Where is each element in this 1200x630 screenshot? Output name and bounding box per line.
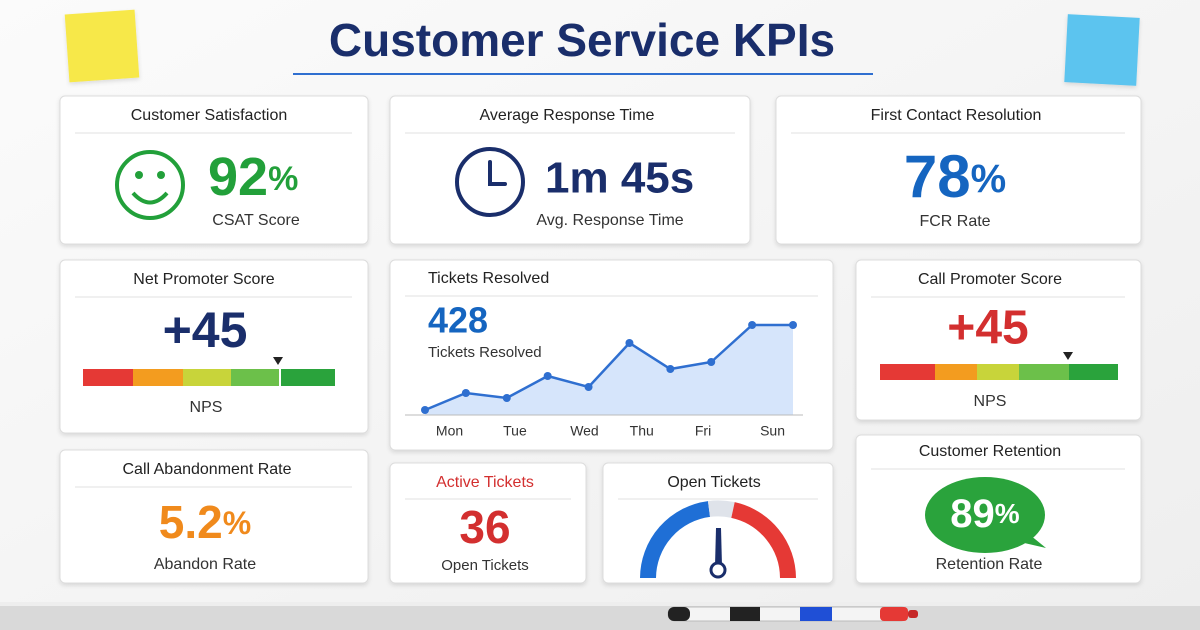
caption: CSAT Score — [212, 212, 300, 229]
kpi-value: 428 — [428, 300, 488, 341]
line — [424, 323, 793, 412]
card-title: Call Abandonment Rate — [123, 461, 292, 478]
value: 5.2 — [159, 496, 223, 548]
kpi-value: 5.2% — [159, 496, 251, 548]
smiley-eye — [157, 171, 165, 179]
kpi-value: 92% — [208, 147, 298, 207]
value: 92 — [208, 147, 268, 207]
x-tick-label: Tue — [503, 423, 527, 439]
card-title: Active Tickets — [436, 474, 534, 491]
caption: NPS — [974, 393, 1007, 410]
point — [707, 358, 716, 366]
kpi-value: 1m 45s — [545, 154, 694, 203]
caption: Retention Rate — [936, 556, 1043, 573]
line-chart: Mon Tue Wed Thu Fri Sun — [405, 321, 803, 439]
unit: % — [971, 157, 1007, 201]
card-title: Customer Retention — [919, 443, 1061, 460]
value: 78 — [904, 143, 971, 210]
card-title: Open Tickets — [667, 474, 760, 491]
kpi-value: +45 — [163, 302, 248, 358]
point — [543, 372, 552, 380]
card-title: Average Response Time — [480, 107, 655, 124]
card-title: Net Promoter Score — [133, 271, 274, 288]
sticky-note — [64, 9, 140, 83]
caption: Abandon Rate — [154, 556, 256, 573]
unit: % — [223, 505, 251, 541]
nps-bar — [880, 352, 1118, 380]
unit: % — [268, 160, 298, 198]
card — [59, 259, 369, 434]
clock-icon — [455, 147, 525, 217]
x-tick-label: Sun — [760, 423, 785, 439]
smiley-icon — [115, 150, 185, 220]
point — [584, 383, 593, 391]
x-tick-label: Mon — [436, 423, 463, 439]
marker-pen — [667, 606, 918, 622]
kpi-value: 78% — [904, 143, 1006, 210]
unit: % — [995, 498, 1020, 529]
point — [461, 389, 470, 397]
x-tick-label: Wed — [570, 423, 599, 439]
point — [666, 365, 675, 373]
tray-edge — [0, 602, 1200, 606]
point — [748, 321, 757, 329]
caption: Tickets Resolved — [428, 344, 542, 361]
value: 89 — [950, 492, 995, 536]
smiley-eye — [135, 171, 143, 179]
card — [389, 462, 587, 584]
x-tick-label: Thu — [630, 423, 654, 439]
point — [421, 406, 429, 414]
speech-bubble — [925, 477, 1045, 553]
caption: FCR Rate — [919, 213, 990, 230]
gauge — [640, 500, 796, 579]
card-title: Customer Satisfaction — [131, 107, 288, 124]
card-title: First Contact Resolution — [871, 107, 1042, 124]
nps-bar — [83, 357, 335, 386]
caption: NPS — [190, 399, 223, 416]
card-title: Tickets Resolved — [428, 270, 549, 287]
x-tick-label: Fri — [695, 423, 711, 439]
kpi-value: 36 — [459, 501, 510, 553]
kpi-value: 89% — [950, 492, 1020, 536]
caption: Avg. Response Time — [536, 212, 683, 229]
kpi-value: +45 — [947, 302, 1028, 355]
point — [502, 394, 511, 402]
caption: Open Tickets — [441, 557, 529, 574]
point — [789, 321, 797, 329]
marker-tray — [0, 602, 1200, 630]
sticky-note — [1064, 14, 1140, 86]
point — [625, 339, 634, 347]
title: Customer Service KPIs — [329, 14, 835, 66]
card-title: Call Promoter Score — [918, 271, 1062, 288]
card — [59, 449, 369, 584]
